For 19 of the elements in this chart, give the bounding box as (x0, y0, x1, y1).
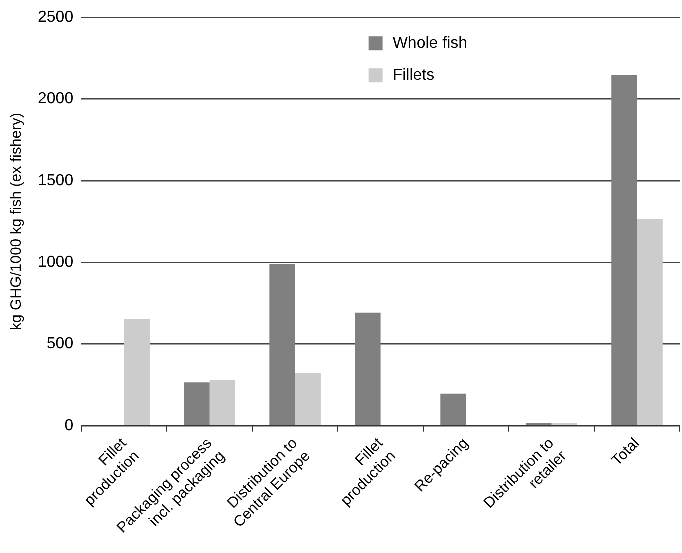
y-tick-label: 1000 (38, 254, 74, 271)
bar (210, 380, 236, 426)
legend-label: Whole fish (392, 35, 468, 52)
y-tick-label: 1500 (38, 172, 74, 190)
y-tick-label: 0 (64, 417, 74, 434)
bar (612, 75, 638, 426)
y-tick-label: 500 (46, 336, 74, 353)
y-tick-label: 2000 (38, 90, 74, 108)
bar (440, 394, 466, 426)
bar (355, 312, 381, 426)
y-tick-label: 2500 (38, 9, 74, 26)
bar (270, 264, 296, 426)
bar (184, 382, 210, 426)
legend-label: Fillets (392, 67, 435, 84)
bar (526, 422, 552, 426)
y-axis-title: kg GHG/1000 kg fish (ex fishery) (8, 112, 26, 331)
bar (637, 219, 663, 426)
bar (295, 373, 321, 426)
bar (124, 318, 150, 426)
